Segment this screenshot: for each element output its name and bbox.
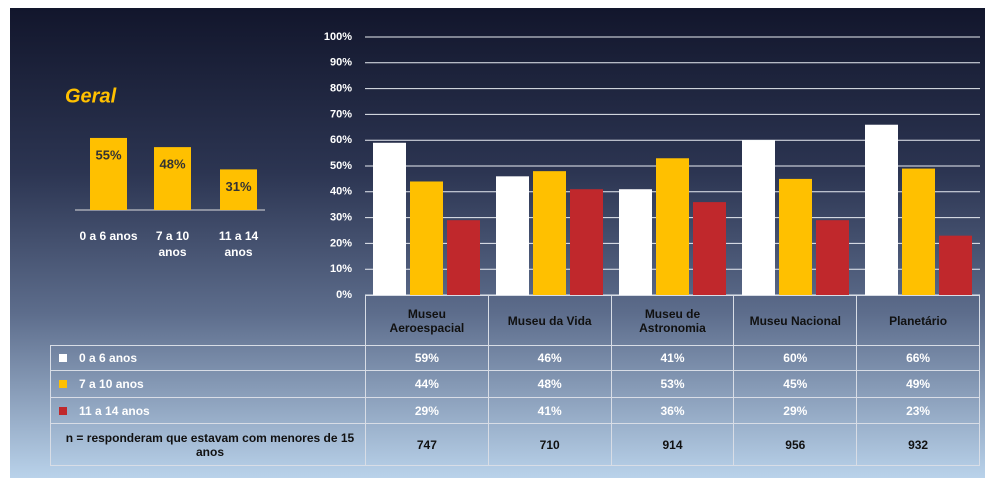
value-cell: 59%: [365, 345, 489, 371]
y-tick-label: 70%: [330, 108, 352, 120]
bar: [939, 235, 972, 295]
category-cell: Museu de Astronomia: [610, 295, 735, 346]
bar: [533, 171, 566, 295]
value-cell: 46%: [487, 345, 612, 371]
y-tick-label: 60%: [330, 134, 352, 146]
n-cell: 710: [487, 423, 612, 466]
value-cell: 41%: [487, 397, 612, 424]
legend-label: 11 a 14 anos: [79, 403, 150, 418]
geral-value-label: 48%: [159, 157, 185, 172]
value-cell: 29%: [733, 397, 858, 424]
legend-label: 7 a 10 anos: [79, 377, 144, 391]
series-row: 11 a 14 anos 29% 41% 36% 29% 23%: [50, 397, 980, 424]
bar: [902, 168, 935, 295]
y-tick-label: 0%: [336, 289, 352, 301]
n-cell: 914: [610, 423, 735, 466]
n-cell: 747: [365, 423, 489, 466]
geral-value-label: 31%: [225, 179, 251, 194]
bar: [447, 220, 480, 295]
value-cell: 41%: [610, 345, 735, 371]
bar: [570, 189, 603, 295]
y-tick-label: 80%: [330, 83, 352, 95]
geral-category-label: 7 a 10 anos: [155, 229, 190, 259]
n-cell: 932: [856, 423, 980, 466]
geral-bar: [220, 169, 257, 210]
value-cell: 66%: [856, 345, 980, 371]
legend-label: 0 a 6 anos: [79, 351, 138, 365]
geral-bar: [154, 147, 191, 210]
legend-swatch: [59, 354, 67, 362]
value-cell: 36%: [610, 397, 735, 424]
bar: [865, 124, 898, 295]
bar: [373, 142, 406, 295]
geral-title: Geral: [65, 85, 117, 107]
category-cell: Museu Nacional: [733, 295, 858, 346]
y-tick-label: 30%: [330, 212, 352, 224]
n-label: n = responderam que estavam com menores …: [50, 423, 366, 466]
bar: [496, 176, 529, 295]
value-cell: 23%: [856, 397, 980, 424]
value-cell: 53%: [610, 370, 735, 398]
y-tick-label: 10%: [330, 263, 352, 275]
bar: [410, 181, 443, 295]
value-cell: 45%: [733, 370, 858, 398]
bar: [693, 202, 726, 295]
category-cell: Museu Aeroespacial: [365, 295, 489, 346]
geral-value-label: 55%: [95, 147, 121, 162]
y-tick-label: 20%: [330, 237, 352, 249]
geral-category-label: 0 a 6 anos: [79, 229, 138, 243]
value-cell: 29%: [365, 397, 489, 424]
bar: [779, 178, 812, 295]
legend-cell: 11 a 14 anos: [50, 397, 366, 424]
y-tick-label: 100%: [324, 31, 352, 43]
legend-swatch: [59, 406, 67, 415]
legend-swatch: [59, 380, 67, 388]
series-row: 0 a 6 anos 59% 46% 41% 60% 66%: [50, 345, 980, 371]
empty-cell: [51, 296, 366, 346]
y-tick-label: 90%: [330, 57, 352, 69]
category-cell: Museu da Vida: [487, 295, 612, 346]
n-row: n = responderam que estavam com menores …: [50, 423, 980, 466]
y-tick-label: 50%: [330, 160, 352, 172]
legend-cell: 0 a 6 anos: [50, 345, 366, 371]
value-cell: 48%: [487, 370, 612, 398]
bar: [619, 189, 652, 295]
value-cell: 60%: [733, 345, 858, 371]
bar: [816, 220, 849, 295]
data-table: Museu Aeroespacial Museu da Vida Museu de …: [50, 295, 980, 466]
bar: [742, 140, 775, 295]
bar: [656, 158, 689, 295]
value-cell: 49%: [856, 370, 980, 398]
series-row: 7 a 10 anos 44% 48% 53% 45% 49%: [50, 370, 980, 398]
value-cell: 44%: [365, 370, 489, 398]
geral-bar: [90, 137, 127, 210]
y-tick-label: 40%: [330, 186, 352, 198]
category-cell: Planetário: [856, 295, 980, 346]
geral-category-label: 11 a 14 anos: [218, 229, 259, 259]
legend-cell: 7 a 10 anos: [50, 370, 366, 398]
n-cell: 956: [733, 423, 858, 466]
table-header-row: Museu Aeroespacial Museu da Vida Museu de …: [51, 295, 980, 346]
